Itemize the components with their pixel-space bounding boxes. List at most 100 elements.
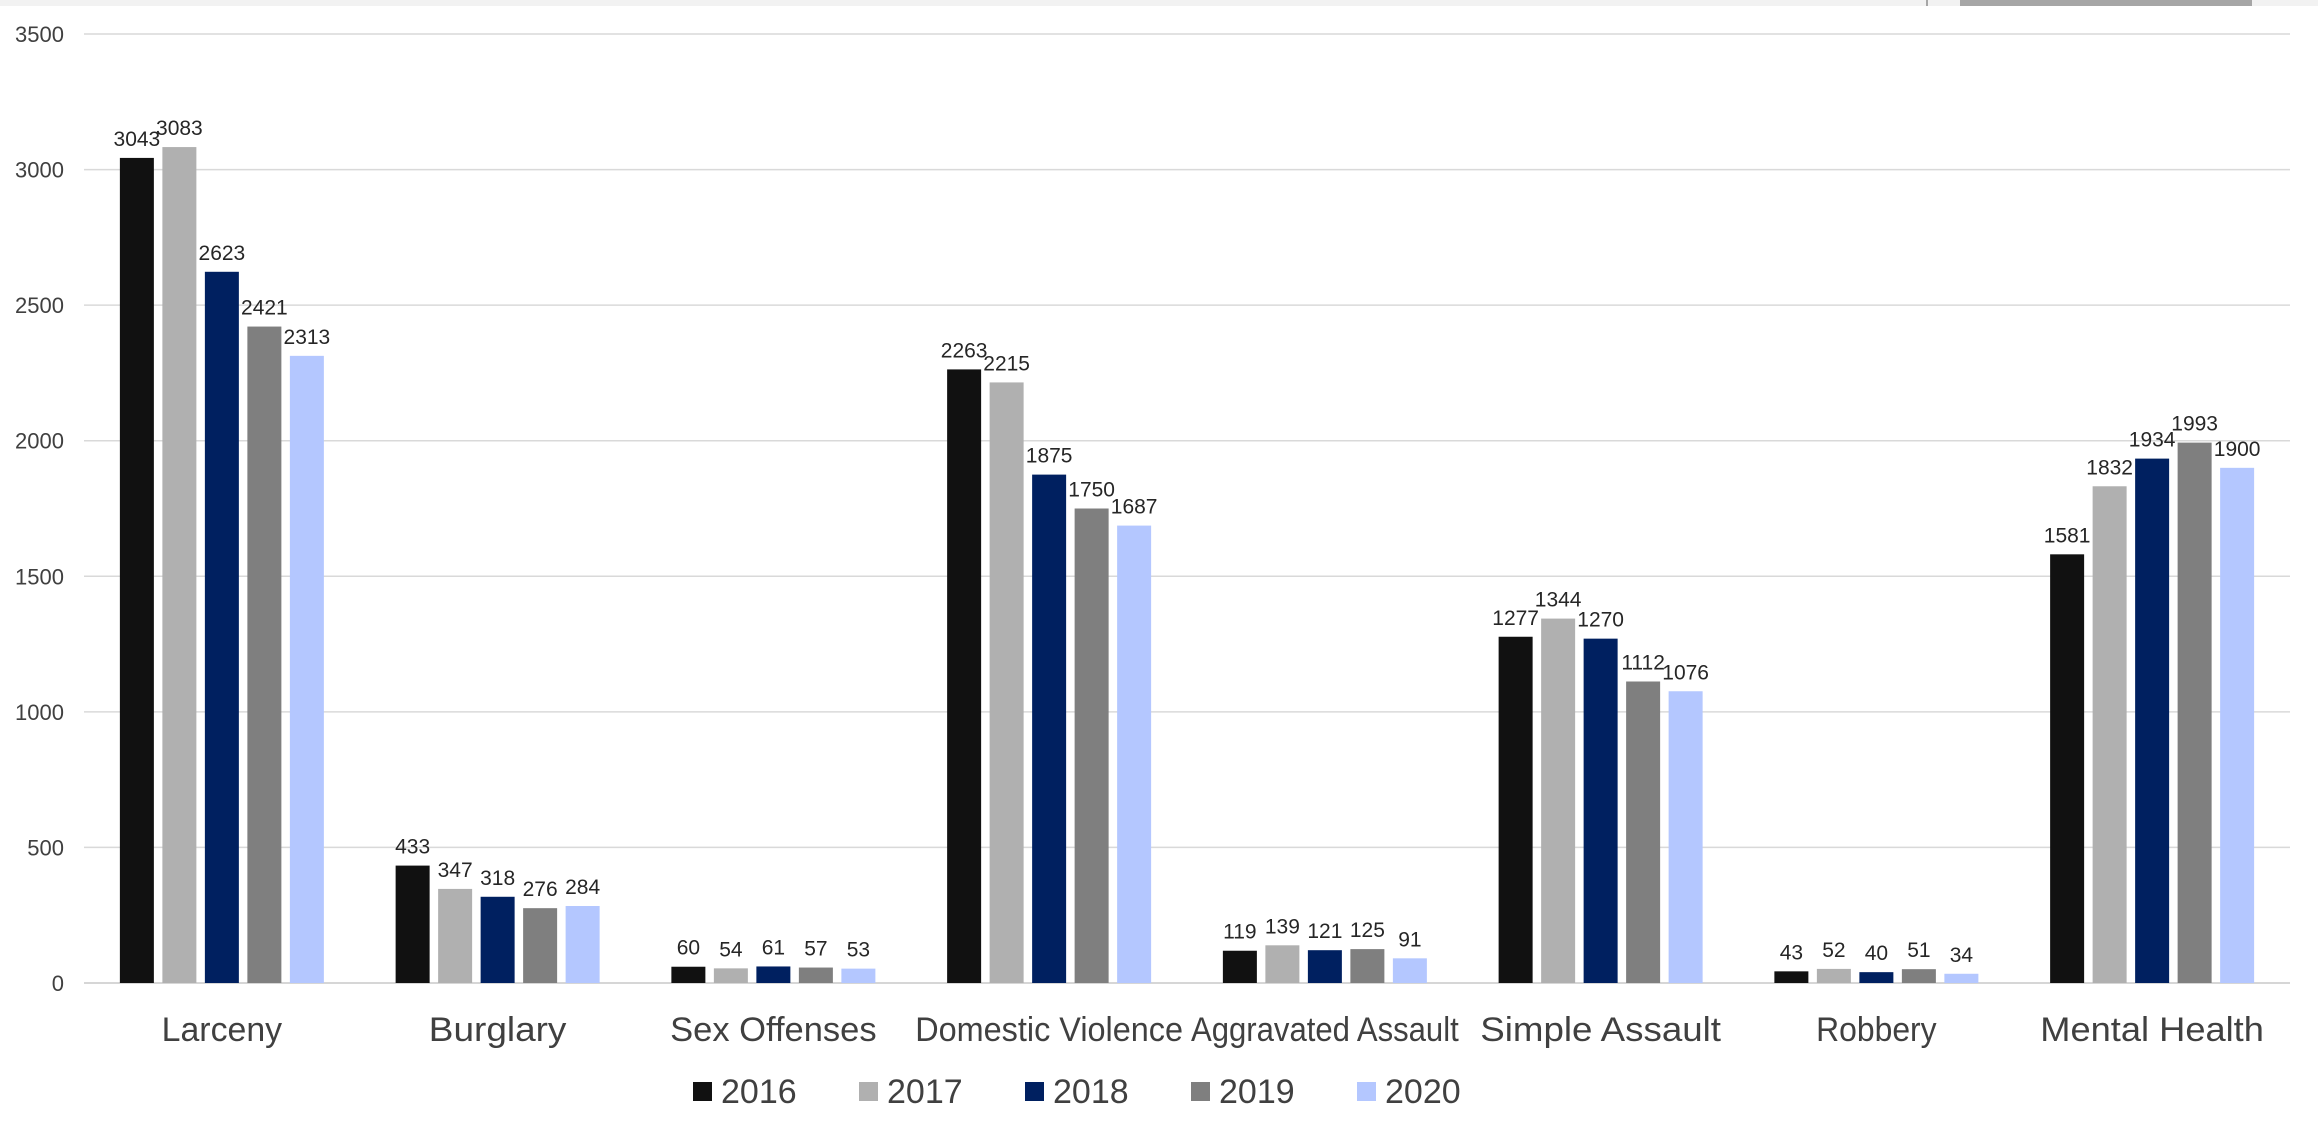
bars — [119, 147, 2255, 984]
data-label-aggravated-assault-2019: 125 — [1350, 919, 1385, 942]
data-label-sex-offenses-2018: 61 — [762, 936, 785, 959]
data-label-larceny-2019: 2421 — [241, 297, 288, 320]
bar-aggravated-assault-2016 — [1222, 950, 1257, 983]
bar-sex-offenses-2016 — [671, 966, 706, 983]
bar-sex-offenses-2019 — [798, 967, 833, 983]
x-tick-label-simple-assault: Simple Assault — [1480, 1011, 1721, 1049]
data-label-robbery-2018: 40 — [1865, 942, 1888, 965]
x-tick-label-burglary: Burglary — [429, 1011, 567, 1049]
bar-simple-assault-2019 — [1626, 681, 1661, 983]
bar-aggravated-assault-2020 — [1392, 958, 1427, 983]
bar-larceny-2020 — [289, 355, 324, 983]
bar-domestic-violence-2017 — [989, 382, 1024, 983]
legend: 2016 2017 2018 2019 2020 — [693, 1073, 1461, 1111]
legend-swatch-2016 — [693, 1082, 712, 1101]
window-top-strip — [0, 0, 2318, 6]
bar-robbery-2018 — [1859, 972, 1894, 983]
bar-burglary-2017 — [438, 888, 473, 983]
bar-mental-health-2016 — [2050, 554, 2085, 983]
data-label-mental-health-2019: 1993 — [2171, 413, 2218, 436]
y-tick-label-500: 500 — [27, 835, 64, 860]
data-label-sex-offenses-2020: 53 — [847, 939, 870, 962]
bar-larceny-2016 — [119, 157, 154, 983]
data-label-burglary-2020: 284 — [565, 876, 600, 899]
x-tick-label-mental-health: Mental Health — [2040, 1011, 2264, 1049]
data-label-sex-offenses-2019: 57 — [804, 938, 827, 961]
y-tick-label-0: 0 — [52, 971, 64, 996]
data-label-aggravated-assault-2016: 119 — [1223, 921, 1256, 944]
data-label-burglary-2018: 318 — [480, 867, 515, 890]
data-label-sex-offenses-2016: 60 — [677, 937, 700, 960]
data-label-domestic-violence-2019: 1750 — [1068, 479, 1115, 502]
data-label-simple-assault-2019: 1112 — [1621, 651, 1665, 674]
bar-burglary-2019 — [523, 908, 558, 983]
legend-swatch-2018 — [1025, 1082, 1044, 1101]
bar-domestic-violence-2020 — [1117, 525, 1152, 983]
bar-robbery-2020 — [1944, 973, 1979, 983]
bar-aggravated-assault-2017 — [1265, 945, 1300, 983]
bar-sex-offenses-2018 — [756, 966, 791, 983]
x-tick-label-aggravated-assault: Aggravated Assault — [1191, 1011, 1459, 1049]
bar-mental-health-2020 — [2220, 467, 2255, 983]
data-label-mental-health-2016: 1581 — [2044, 524, 2091, 547]
y-tick-label-1000: 1000 — [15, 700, 64, 725]
data-label-domestic-violence-2018: 1875 — [1026, 445, 1073, 468]
y-axis: 0 500 1000 1500 2000 2500 3000 3500 — [15, 22, 64, 996]
bar-domestic-violence-2018 — [1032, 474, 1067, 983]
data-label-aggravated-assault-2017: 139 — [1265, 915, 1300, 938]
bar-mental-health-2018 — [2135, 458, 2170, 983]
x-tick-label-larceny: Larceny — [162, 1011, 282, 1049]
data-label-simple-assault-2017: 1344 — [1535, 589, 1582, 612]
data-label-simple-assault-2020: 1076 — [1662, 661, 1709, 684]
bar-larceny-2019 — [247, 326, 282, 984]
bar-simple-assault-2020 — [1668, 691, 1703, 983]
data-label-larceny-2020: 2313 — [284, 326, 331, 349]
data-label-burglary-2017: 347 — [438, 859, 473, 882]
data-label-burglary-2016: 433 — [395, 836, 430, 859]
y-tick-label-3500: 3500 — [15, 22, 64, 47]
legend-label-2018: 2018 — [1053, 1073, 1129, 1111]
data-label-larceny-2016: 3043 — [114, 128, 161, 151]
data-label-robbery-2017: 52 — [1822, 939, 1845, 962]
data-label-aggravated-assault-2018: 121 — [1307, 920, 1342, 943]
bar-simple-assault-2017 — [1541, 618, 1576, 983]
bar-mental-health-2017 — [2092, 486, 2127, 983]
bar-sex-offenses-2017 — [713, 968, 748, 983]
x-tick-label-robbery: Robbery — [1816, 1011, 1936, 1049]
x-tick-label-domestic-violence: Domestic Violence — [915, 1011, 1183, 1049]
data-label-mental-health-2017: 1832 — [2086, 456, 2133, 479]
bar-domestic-violence-2016 — [947, 369, 982, 984]
bar-mental-health-2019 — [2177, 442, 2212, 983]
bar-simple-assault-2016 — [1498, 636, 1533, 983]
data-label-domestic-violence-2016: 2263 — [941, 339, 988, 362]
data-label-simple-assault-2016: 1277 — [1492, 607, 1539, 630]
y-tick-label-2500: 2500 — [15, 293, 64, 318]
legend-swatch-2017 — [859, 1082, 878, 1101]
y-tick-label-3000: 3000 — [15, 158, 64, 183]
data-label-sex-offenses-2017: 54 — [719, 938, 743, 961]
legend-swatch-2020 — [1357, 1082, 1376, 1101]
data-label-domestic-violence-2020: 1687 — [1111, 496, 1158, 519]
data-label-aggravated-assault-2020: 91 — [1398, 928, 1421, 951]
y-tick-label-1500: 1500 — [15, 564, 64, 589]
data-label-simple-assault-2018: 1270 — [1577, 609, 1624, 632]
bar-larceny-2017 — [162, 147, 197, 983]
data-label-burglary-2019: 276 — [523, 878, 558, 901]
bar-burglary-2016 — [395, 865, 430, 983]
bar-sex-offenses-2020 — [841, 968, 876, 983]
bar-aggravated-assault-2019 — [1350, 949, 1385, 983]
x-tick-label-sex-offenses: Sex Offenses — [670, 1011, 876, 1049]
y-tick-label-2000: 2000 — [15, 429, 64, 454]
legend-label-2017: 2017 — [887, 1073, 963, 1111]
data-label-robbery-2019: 51 — [1907, 939, 1930, 962]
data-label-mental-health-2020: 1900 — [2214, 438, 2261, 461]
data-label-larceny-2018: 2623 — [199, 242, 246, 265]
legend-label-2020: 2020 — [1385, 1073, 1461, 1111]
scroll-thumb[interactable] — [1960, 0, 2252, 6]
bar-domestic-violence-2019 — [1074, 508, 1109, 983]
data-label-domestic-violence-2017: 2215 — [983, 352, 1030, 375]
data-label-mental-health-2018: 1934 — [2129, 429, 2176, 452]
